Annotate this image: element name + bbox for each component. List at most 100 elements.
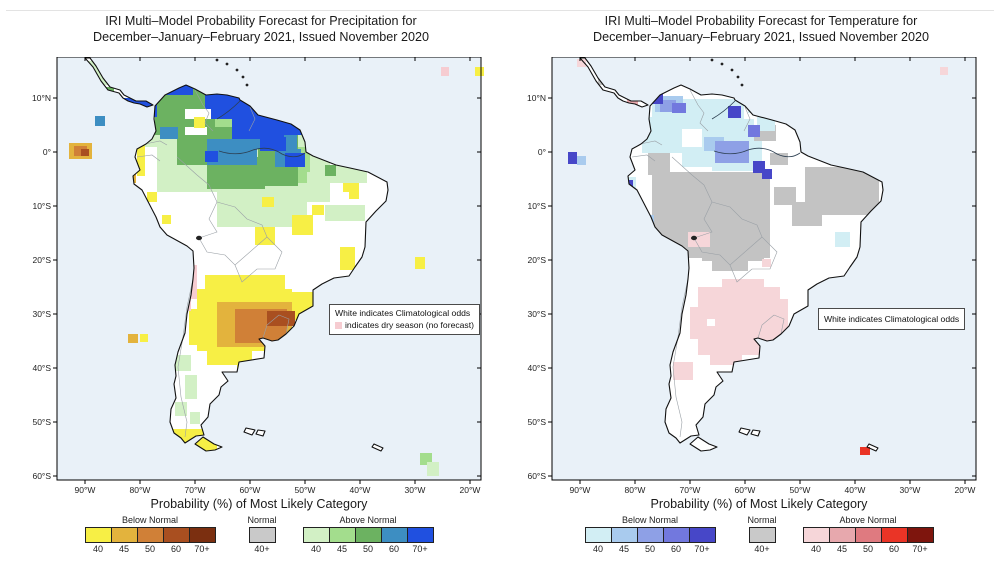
temperature-panel: IRI Multi–Model Probability Forecast for… bbox=[500, 0, 1000, 570]
x-tick-label: 90°W bbox=[75, 485, 96, 495]
antilles-island bbox=[710, 58, 714, 62]
legend-value: 60 bbox=[170, 544, 181, 554]
above-normal-colorbar bbox=[801, 527, 935, 543]
below-normal-values: 40 45 50 60 70+ bbox=[83, 544, 217, 554]
x-tick-label: 40°W bbox=[350, 485, 371, 495]
legend-above-normal: Above Normal 40 45 50 60 70+ bbox=[301, 515, 435, 554]
y-tick-label: 60°S bbox=[527, 471, 546, 481]
legend-value: 60 bbox=[388, 544, 399, 554]
above-normal-values: 40 45 50 60 70+ bbox=[801, 544, 935, 554]
y-tick-label: 10°N bbox=[32, 93, 51, 103]
legend-swatch bbox=[585, 527, 612, 543]
normal-label: Normal bbox=[247, 515, 277, 525]
antilles-island bbox=[215, 58, 219, 62]
legend-value: 40 bbox=[92, 544, 103, 554]
legend-value: 45 bbox=[336, 544, 347, 554]
precipitation-map: 90°W 80°W 70°W 60°W 50°W 40°W 30°W 20°W 10°N 0° 10… bbox=[32, 57, 484, 495]
y-tick-label: 20°S bbox=[527, 255, 546, 265]
above-normal-values: 40 45 50 60 70+ bbox=[301, 544, 435, 554]
x-tick-label: 20°W bbox=[955, 485, 976, 495]
below-normal-values: 40 45 50 60 70+ bbox=[583, 544, 717, 554]
legend-swatch bbox=[407, 527, 434, 543]
legend-below-normal: Below Normal 40 45 50 60 70+ bbox=[83, 515, 217, 554]
x-tick-label: 80°W bbox=[130, 485, 151, 495]
legend-swatch bbox=[611, 527, 638, 543]
legend-swatch bbox=[163, 527, 190, 543]
legend-value: 60 bbox=[670, 544, 681, 554]
legend-value: 60 bbox=[888, 544, 899, 554]
legend-swatch bbox=[111, 527, 138, 543]
legend-normal: Normal 40+ bbox=[234, 515, 290, 554]
legend-title: Probability (%) of Most Likely Category bbox=[150, 497, 368, 511]
x-tick-label: 30°W bbox=[405, 485, 426, 495]
antilles-island bbox=[720, 62, 724, 66]
rivers bbox=[216, 100, 306, 158]
legend-value: 50 bbox=[644, 544, 655, 554]
legend-swatch bbox=[303, 527, 330, 543]
country-borders bbox=[631, 89, 785, 438]
legend-swatch bbox=[803, 527, 830, 543]
antilles-island bbox=[740, 83, 744, 87]
antilles-island bbox=[241, 75, 245, 79]
axis-ticks: 90°W 80°W 70°W 60°W 50°W 40°W 30°W 20°W 10°N 0° 10… bbox=[527, 57, 976, 495]
legend-value: 45 bbox=[836, 544, 847, 554]
y-tick-label: 40°S bbox=[527, 363, 546, 373]
legend-value: 45 bbox=[118, 544, 129, 554]
legend-swatch bbox=[881, 527, 908, 543]
legend-title: Probability (%) of Most Likely Category bbox=[650, 497, 868, 511]
x-tick-label: 60°W bbox=[735, 485, 756, 495]
normal-label: Normal bbox=[747, 515, 777, 525]
below-normal-label: Below Normal bbox=[621, 515, 679, 525]
x-tick-label: 20°W bbox=[460, 485, 481, 495]
title-line2: December–January–February 2021, Issued N… bbox=[592, 30, 930, 45]
antilles-island bbox=[730, 68, 734, 72]
y-tick-label: 10°S bbox=[32, 201, 51, 211]
island-forecast-cells bbox=[69, 67, 484, 476]
x-tick-label: 40°W bbox=[845, 485, 866, 495]
temperature-map: 90°W 80°W 70°W 60°W 50°W 40°W 30°W 20°W 10°N 0° 10… bbox=[527, 57, 977, 495]
x-tick-label: 80°W bbox=[625, 485, 646, 495]
x-tick-label: 30°W bbox=[900, 485, 921, 495]
legend-swatch bbox=[749, 527, 776, 543]
y-tick-label: 30°S bbox=[527, 309, 546, 319]
normal-value: 40+ bbox=[754, 544, 770, 554]
above-normal-colorbar bbox=[301, 527, 435, 543]
normal-colorbar bbox=[734, 527, 790, 543]
country-borders bbox=[136, 89, 290, 438]
legend-swatch bbox=[663, 527, 690, 543]
legend-value: 50 bbox=[862, 544, 873, 554]
precipitation-map-area: 90°W 80°W 70°W 60°W 50°W 40°W 30°W 20°W 10°N 0° 10… bbox=[0, 0, 500, 497]
y-tick-label: 10°N bbox=[527, 93, 546, 103]
y-tick-label: 0° bbox=[43, 147, 51, 157]
normal-value: 40+ bbox=[254, 544, 270, 554]
antilles-island bbox=[736, 75, 740, 79]
legend-swatch bbox=[137, 527, 164, 543]
precipitation-panel: IRI Multi–Model Probability Forecast for… bbox=[0, 0, 500, 554]
y-tick-label: 20°S bbox=[32, 255, 51, 265]
y-tick-label: 50°S bbox=[32, 417, 51, 427]
legend-below-normal: Below Normal 40 45 50 60 70+ bbox=[583, 515, 717, 554]
antilles-island bbox=[245, 83, 249, 87]
y-tick-label: 40°S bbox=[32, 363, 51, 373]
legend-swatch bbox=[355, 527, 382, 543]
note-line2-row: indicates dry season (no forecast) bbox=[335, 319, 474, 331]
legend-normal: Normal 40+ bbox=[734, 515, 790, 554]
below-normal-colorbar bbox=[583, 527, 717, 543]
lake-titicaca bbox=[196, 235, 202, 241]
x-tick-label: 70°W bbox=[185, 485, 206, 495]
normal-colorbar bbox=[234, 527, 290, 543]
x-tick-label: 60°W bbox=[240, 485, 261, 495]
above-normal-label: Above Normal bbox=[339, 515, 397, 525]
coastline bbox=[579, 57, 884, 452]
legend-above-normal: Above Normal 40 45 50 60 70+ bbox=[801, 515, 935, 554]
title-line1: IRI Multi–Model Probability Forecast for… bbox=[604, 14, 918, 28]
note-line1: White indicates Climatological odds bbox=[824, 314, 960, 324]
y-tick-label: 10°S bbox=[527, 201, 546, 211]
y-tick-label: 30°S bbox=[32, 309, 51, 319]
page-top-divider bbox=[6, 10, 994, 11]
legend-value: 45 bbox=[618, 544, 629, 554]
axis-ticks: 90°W 80°W 70°W 60°W 50°W 40°W 30°W 20°W 10°N 0° 10… bbox=[32, 57, 481, 495]
temperature-note-box: White indicates Climatological odds bbox=[818, 308, 966, 331]
temperature-legend: Probability (%) of Most Likely Category … bbox=[500, 497, 1000, 569]
